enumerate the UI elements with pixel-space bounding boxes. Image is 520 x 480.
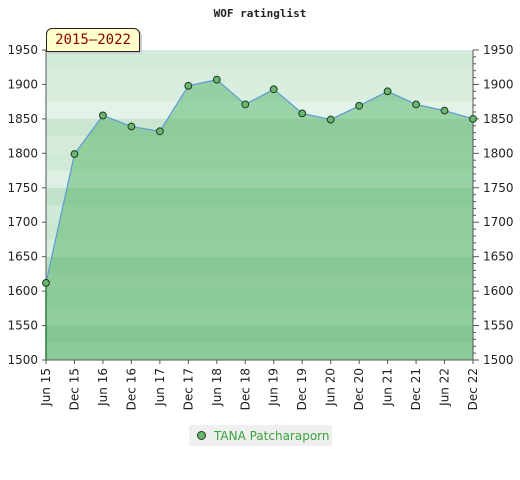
x-tick-label: Dec 19: [295, 368, 309, 410]
x-tick-label: Jun 15: [39, 368, 53, 407]
y-tick-label: 1600: [483, 284, 514, 298]
y-axis-left: 1500 1550 1600 1650 1700 1750 1800 1850 1900 1950: [7, 43, 47, 367]
y-tick-label: 1600: [7, 284, 38, 298]
chart-title: WOF ratinglist: [214, 7, 307, 20]
data-point: [440, 106, 449, 115]
x-tick-label: Dec 22: [466, 368, 480, 410]
x-axis: Jun 15 Dec 15 Jun 16 Dec 16 Jun 17 Dec 17 Jun …: [39, 359, 480, 410]
grid-band: [46, 50, 473, 68]
data-point: [326, 115, 335, 124]
data-point: [355, 101, 364, 110]
data-point: [241, 100, 250, 109]
x-tick-label: Jun 17: [153, 368, 167, 407]
y-tick-label: 1900: [7, 77, 38, 91]
x-tick-label: Jun 20: [324, 368, 338, 407]
data-point: [127, 122, 136, 131]
data-point: [269, 85, 278, 94]
data-points: [42, 75, 477, 287]
x-tick-label: Dec 16: [124, 368, 138, 410]
area-shape: [46, 79, 473, 360]
grid-band: [46, 67, 473, 85]
legend-label: TANA Patcharaporn: [214, 428, 330, 443]
data-point: [383, 87, 392, 96]
data-point: [469, 114, 477, 123]
period-label: 2015–2022: [46, 28, 140, 52]
data-point: [298, 109, 307, 118]
fill-band: [46, 67, 473, 85]
x-tick-label: Dec 20: [352, 368, 366, 410]
y-tick-label: 1550: [7, 319, 38, 333]
x-tick-label: Dec 15: [67, 368, 81, 410]
data-point: [155, 127, 164, 136]
data-point: [212, 75, 221, 84]
x-tick-label: Jun 22: [438, 368, 452, 407]
fill-band: [46, 187, 473, 205]
y-tick-label: 1950: [483, 43, 514, 57]
fill-band: [46, 50, 473, 68]
y-tick-label: 1800: [7, 146, 38, 160]
data-point: [70, 150, 79, 158]
y-tick-label: 1750: [483, 181, 514, 195]
x-tick-label: Dec 18: [238, 368, 252, 410]
y-axis-right: 1500 1550 1600 1650 1700 1750 1800 1850 1900 1950: [472, 43, 514, 367]
fill-band: [46, 342, 473, 360]
x-tick-label: Jun 16: [96, 368, 110, 407]
legend[interactable]: TANA Patcharaporn: [189, 425, 332, 446]
fill-band: [46, 118, 473, 137]
grid-band: [46, 84, 473, 102]
series-polyline: [45, 78, 474, 283]
y-tick-label: 1800: [483, 146, 514, 160]
y-tick-label: 1850: [7, 112, 38, 126]
y-tick-label: 1950: [7, 43, 38, 57]
fill-band: [46, 136, 473, 154]
y-tick-label: 1500: [7, 353, 38, 367]
fill-band: [46, 205, 473, 223]
x-tick-label: Jun 21: [381, 368, 395, 407]
area-fill: [46, 50, 473, 360]
x-tick-label: Jun 18: [210, 368, 224, 407]
x-tick-label: Dec 21: [409, 368, 423, 410]
fill-band: [46, 256, 473, 274]
y-tick-label: 1750: [7, 181, 38, 195]
y-tick-label: 1550: [483, 319, 514, 333]
y-tick-label: 1900: [483, 77, 514, 91]
series-line: [45, 78, 474, 360]
data-point: [412, 100, 420, 109]
y-tick-label: 1850: [483, 112, 514, 126]
y-tick-label: 1650: [7, 250, 38, 264]
data-point: [42, 278, 50, 287]
fill-band: [46, 325, 473, 343]
x-tick-label: Dec 17: [181, 368, 195, 410]
y-tick-label: 1650: [483, 250, 514, 264]
legend-marker: [197, 431, 206, 440]
fill-band: [46, 273, 473, 292]
y-tick-label: 1500: [483, 353, 514, 367]
data-point: [99, 111, 107, 120]
data-point: [184, 81, 193, 90]
y-tick-label: 1700: [483, 215, 514, 229]
y-tick-label: 1700: [7, 215, 38, 229]
x-tick-label: Jun 19: [267, 368, 281, 407]
